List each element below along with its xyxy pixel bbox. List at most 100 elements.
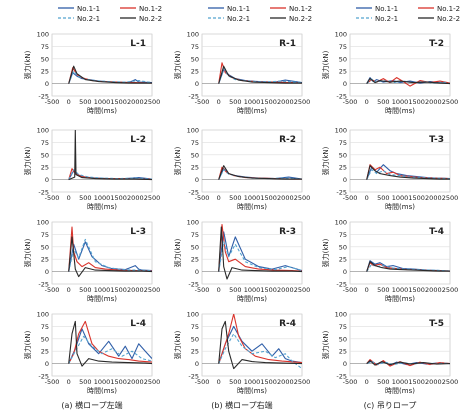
x-tick-label: 1500: [408, 98, 425, 106]
x-tick-label: 1500: [110, 378, 127, 386]
series-line-No.2-2: [218, 65, 302, 84]
x-tick-label: -500: [343, 286, 358, 294]
series-line-No.2-2: [366, 165, 450, 180]
x-tick-label: 500: [377, 378, 389, 386]
y-tick-label: 100: [335, 311, 347, 319]
x-tick-label: 0: [67, 194, 71, 202]
panel-caption: (a) 横ロープ左端: [61, 400, 122, 410]
x-axis-label: 時間(ms): [237, 295, 267, 303]
y-tick-label: 75: [41, 231, 49, 239]
y-tick-label: 0: [343, 80, 347, 88]
x-axis-label: 時間(ms): [385, 387, 415, 395]
legend-label: No.2-2: [437, 15, 460, 23]
x-tick-label: 0: [365, 286, 369, 294]
y-tick-label: 50: [339, 243, 347, 251]
x-tick-label: 2500: [144, 194, 161, 202]
x-tick-label: 1000: [94, 286, 111, 294]
y-tick-label: 100: [187, 31, 199, 39]
y-tick-label: 50: [339, 335, 347, 343]
legend-label: No.1-1: [77, 5, 100, 13]
x-tick-label: 0: [365, 378, 369, 386]
x-tick-label: 1500: [110, 98, 127, 106]
x-tick-label: -500: [343, 194, 358, 202]
x-tick-label: 2500: [294, 194, 311, 202]
y-tick-label: 25: [41, 164, 49, 172]
y-tick-label: 75: [191, 139, 199, 147]
y-tick-label: 0: [45, 360, 49, 368]
y-tick-label: 75: [339, 43, 347, 51]
x-tick-label: 0: [67, 378, 71, 386]
x-tick-label: 1000: [244, 286, 261, 294]
panel-title: R-2: [279, 135, 296, 145]
series-line-No.1-1: [68, 328, 152, 364]
y-tick-label: 25: [41, 68, 49, 76]
y-tick-label: 50: [41, 243, 49, 251]
x-tick-label: 1000: [392, 194, 409, 202]
x-tick-label: 2500: [442, 378, 459, 386]
x-tick-label: 2500: [294, 286, 311, 294]
x-tick-label: 2000: [127, 194, 144, 202]
x-axis-label: 時間(ms): [385, 107, 415, 115]
series-line-No.2-1: [218, 169, 302, 180]
x-axis-label: 時間(ms): [237, 203, 267, 211]
y-tick-label: -25: [336, 189, 347, 197]
x-tick-label: -500: [45, 286, 60, 294]
y-tick-label: 0: [195, 360, 199, 368]
y-tick-label: 75: [191, 43, 199, 51]
y-tick-label: 100: [37, 219, 49, 227]
x-axis-label: 時間(ms): [87, 107, 117, 115]
y-tick-label: 100: [37, 31, 49, 39]
x-tick-label: 2000: [127, 98, 144, 106]
y-tick-label: 75: [41, 323, 49, 331]
x-tick-label: 1000: [94, 98, 111, 106]
y-tick-label: 100: [187, 127, 199, 135]
x-tick-label: 500: [79, 194, 91, 202]
legend-label: No.2-1: [77, 15, 100, 23]
y-tick-label: 50: [339, 151, 347, 159]
x-tick-label: 1500: [408, 286, 425, 294]
y-tick-label: -25: [188, 93, 199, 101]
series-line-No.2-1: [366, 78, 450, 85]
x-tick-label: 1500: [408, 378, 425, 386]
x-tick-label: 500: [79, 286, 91, 294]
x-tick-label: 1500: [260, 98, 277, 106]
x-tick-label: 1500: [260, 194, 277, 202]
x-tick-label: 2000: [277, 98, 294, 106]
y-axis-label: 張力(kN): [23, 146, 32, 175]
series-line-No.2-1: [218, 68, 302, 84]
y-tick-label: 50: [339, 55, 347, 63]
x-tick-label: 0: [217, 286, 221, 294]
y-tick-label: -25: [188, 189, 199, 197]
y-tick-label: 75: [339, 231, 347, 239]
x-tick-label: -500: [343, 378, 358, 386]
legend-label: No.2-2: [289, 15, 312, 23]
panel-title: T-5: [429, 319, 444, 329]
panel-title: T-3: [429, 135, 444, 145]
y-tick-label: 75: [191, 231, 199, 239]
series-line-No.2-1: [218, 333, 302, 370]
x-tick-label: 500: [79, 378, 91, 386]
x-tick-label: 1000: [244, 378, 261, 386]
panel-title: L-3: [130, 227, 146, 237]
series-line-No.2-1: [218, 241, 302, 272]
chart-panel: -25 0 25 50 75 100 -500 0 500 1000 1500 2000 2500 時間(…: [23, 127, 160, 212]
x-tick-label: 2000: [425, 286, 442, 294]
x-tick-label: 2500: [144, 98, 161, 106]
y-axis-label: 張力(kN): [173, 146, 182, 175]
x-tick-label: 2500: [442, 286, 459, 294]
series-line-No.2-2: [68, 320, 152, 367]
legend-label: No.1-2: [139, 5, 162, 13]
y-tick-label: -25: [336, 373, 347, 381]
y-axis-label: 張力(kN): [173, 238, 182, 267]
series-line-No.2-2: [366, 261, 450, 272]
y-tick-label: 25: [41, 256, 49, 264]
x-tick-label: 2500: [442, 98, 459, 106]
y-tick-label: 0: [343, 176, 347, 184]
y-tick-label: 50: [191, 151, 199, 159]
x-tick-label: 500: [377, 98, 389, 106]
y-tick-label: 25: [41, 348, 49, 356]
y-tick-label: 75: [41, 139, 49, 147]
y-tick-label: 50: [41, 335, 49, 343]
x-tick-label: 2500: [294, 378, 311, 386]
